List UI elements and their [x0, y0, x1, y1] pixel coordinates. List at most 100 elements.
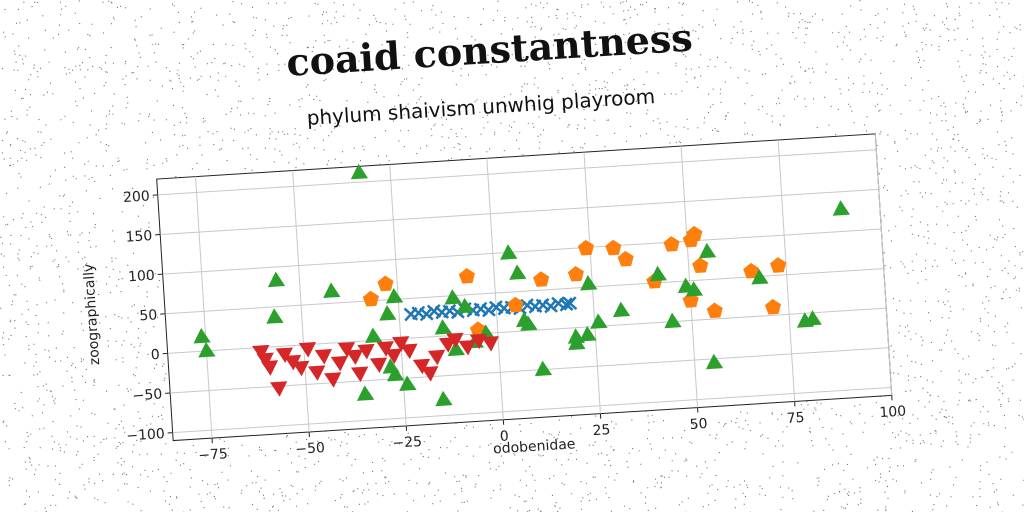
data-point-triangle-up	[520, 315, 538, 331]
data-point-triangle-down	[350, 366, 369, 383]
data-point-pentagon	[458, 267, 475, 284]
data-point-triangle-down	[458, 339, 476, 356]
data-point-pentagon	[377, 275, 394, 292]
data-point-triangle-up	[649, 265, 667, 282]
data-point-pentagon	[507, 296, 524, 313]
data-point-x-marker	[559, 297, 574, 312]
y-grid-line	[167, 307, 887, 354]
y-tick-label: −50	[132, 387, 162, 405]
data-point-triangle-down	[400, 343, 418, 360]
data-point-triangle-down	[260, 360, 279, 376]
data-point-pentagon	[533, 271, 550, 287]
data-point-triangle-up	[266, 308, 284, 324]
y-grid-line	[160, 188, 879, 236]
data-point-triangle-down	[314, 348, 333, 365]
data-point-triangle-down	[269, 381, 288, 397]
x-tick-label: 0	[499, 428, 509, 445]
data-point-triangle-down	[446, 332, 464, 349]
data-markers	[193, 163, 851, 407]
data-point-pentagon	[692, 257, 709, 274]
data-point-triangle-down	[427, 349, 446, 366]
data-point-triangle-down	[324, 372, 342, 388]
x-grid-line	[777, 139, 796, 402]
x-axis-label: odobenidae	[493, 436, 576, 457]
y-grid-line	[165, 268, 884, 315]
y-grid-line	[157, 149, 877, 196]
y-tick-label: −100	[126, 426, 165, 444]
data-point-pentagon	[605, 239, 622, 256]
data-point-triangle-up	[500, 244, 518, 260]
data-point-triangle-down	[337, 341, 356, 358]
data-point-x-marker	[419, 306, 434, 322]
data-point-triangle-down	[252, 344, 270, 361]
y-tick-label: 0	[150, 347, 160, 364]
data-point-triangle-up	[356, 385, 375, 401]
data-point-triangle-up	[350, 163, 369, 180]
data-point-triangle-down	[481, 336, 499, 352]
data-point-pentagon	[706, 302, 723, 319]
data-point-triangle-down	[298, 341, 317, 358]
y-tick-label: 200	[123, 188, 151, 206]
y-grid-line	[172, 386, 892, 434]
data-point-triangle-up	[705, 353, 724, 370]
data-point-triangle-up	[385, 288, 404, 304]
data-point-triangle-up	[612, 301, 631, 318]
data-point-triangle-up	[509, 264, 527, 280]
data-point-pentagon	[663, 236, 680, 252]
data-point-triangle-down	[346, 349, 364, 365]
data-point-pentagon	[743, 262, 760, 279]
data-point-triangle-down	[384, 348, 403, 365]
x-tick-label: −50	[295, 440, 325, 458]
data-point-triangle-down	[256, 352, 274, 369]
data-point-triangle-up	[580, 274, 598, 291]
data-point-triangle-down	[369, 357, 388, 373]
data-point-pentagon	[686, 225, 703, 242]
data-point-pentagon	[362, 290, 379, 307]
x-grid-line	[292, 170, 310, 433]
data-point-triangle-up	[444, 289, 462, 305]
data-point-triangle-up	[434, 319, 452, 335]
grid-lines	[157, 133, 893, 439]
data-point-triangle-up	[534, 360, 553, 377]
data-point-triangle-up	[698, 242, 717, 259]
data-point-triangle-up	[198, 342, 216, 358]
data-point-triangle-up	[832, 200, 851, 216]
data-point-triangle-down	[421, 366, 439, 382]
data-point-triangle-up	[664, 312, 682, 329]
x-tick-label: 75	[786, 410, 805, 427]
data-point-triangle-up	[323, 282, 341, 298]
data-point-triangle-up	[365, 327, 383, 344]
data-point-triangle-down	[376, 341, 394, 357]
data-point-triangle-up	[751, 269, 769, 285]
data-point-triangle-down	[330, 355, 349, 372]
y-grid-line	[162, 228, 882, 275]
data-point-triangle-up	[399, 375, 417, 391]
data-point-triangle-down	[412, 358, 431, 375]
data-point-triangle-down	[391, 336, 410, 352]
x-grid-line	[195, 176, 213, 439]
data-point-triangle-up	[804, 310, 822, 326]
data-point-triangle-down	[283, 354, 302, 371]
x-tick-label: 50	[689, 416, 708, 433]
data-point-triangle-up	[267, 271, 286, 288]
x-tick-label: −25	[392, 434, 422, 452]
data-point-triangle-up	[568, 334, 586, 351]
x-tick-label: 100	[879, 403, 907, 421]
data-point-triangle-down	[275, 347, 293, 363]
x-grid-line	[486, 158, 504, 420]
data-point-triangle-up	[386, 365, 405, 382]
data-point-triangle-up	[193, 327, 211, 344]
data-point-triangle-down	[307, 365, 326, 381]
data-point-triangle-up	[456, 297, 474, 314]
data-point-triangle-up	[379, 305, 397, 321]
y-tick-label: 150	[125, 228, 153, 246]
x-tick-label: −75	[198, 446, 228, 464]
x-grid-line	[680, 146, 699, 408]
data-point-triangle-up	[590, 313, 608, 329]
y-axis-label: zoographically	[81, 263, 103, 366]
data-point-triangle-down	[292, 360, 310, 377]
data-point-triangle-up	[435, 390, 453, 407]
y-axis-ticks: −100 −50 0 50 100 150 200	[123, 188, 173, 445]
x-tick-label: 25	[592, 422, 611, 439]
